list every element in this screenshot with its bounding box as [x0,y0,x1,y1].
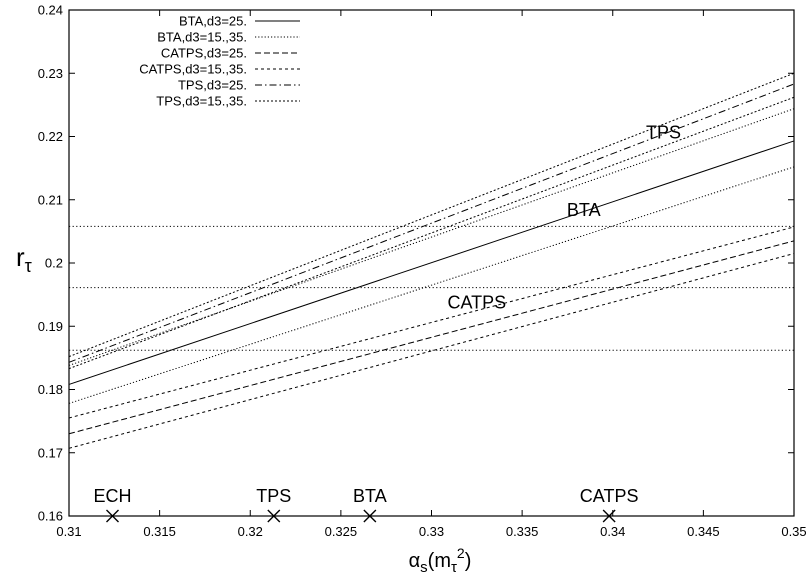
cross-marker-0 [106,509,119,523]
y-tick-label: 0.16 [38,509,63,524]
x-tick-label: 0.33 [419,524,444,539]
series-line-3-0 [68,253,795,449]
marker-label-tps: TPS [256,486,291,506]
y-tick-label: 0.24 [38,3,63,18]
y-tick-label: 0.18 [38,382,63,397]
y-tick-label: 0.21 [38,192,63,207]
y-tick-label: 0.19 [38,319,63,334]
marker-label-bta: BTA [353,486,387,506]
annotation-bta: BTA [567,200,601,220]
x-markers: ECH TPS BTA CATPS [93,486,639,523]
annotations: TPS BTA CATPS [447,122,681,312]
legend-label-1: BTA,d3=15.,35. [157,30,247,45]
legend-label-5: TPS,d3=15.,35. [156,94,247,109]
x-axis-title: αs(mτ2) [409,545,472,576]
y-tick-label: 0.23 [38,66,63,81]
series-line-4-0 [68,83,795,363]
legend-label-0: BTA,d3=25. [179,14,247,29]
annotation-catps: CATPS [447,293,506,313]
legend-label-4: TPS,d3=25. [178,78,247,93]
x-tick-label: 0.325 [325,524,358,539]
y-axis-title: rτ [16,242,32,276]
x-tick-label: 0.32 [238,524,263,539]
series-line-3-1 [68,226,795,419]
cross-marker-2 [363,509,377,523]
plot-frame [68,9,795,517]
marker-label-ech: ECH [93,486,131,506]
legend-label-3: CATPS,d3=15.,35. [139,62,247,77]
series-line-1-0 [68,166,795,404]
x-tick-label: 0.34 [600,524,625,539]
y-tick-label: 0.17 [38,445,63,460]
cross-marker-1 [267,509,281,523]
series-line-2-0 [68,240,795,435]
marker-label-catps: CATPS [580,486,639,506]
series-line-5-1 [68,72,795,358]
legend: BTA,d3=25.BTA,d3=15.,35.CATPS,d3=25.CATP… [139,14,300,109]
x-tick-label: 0.31 [56,524,81,539]
x-tick-label: 0.315 [143,524,176,539]
annotation-tps: TPS [646,122,681,142]
axis-titles: αs(mτ2) rτ [16,242,471,576]
series-line-0-0 [68,140,795,385]
series-line-1-1 [68,108,795,366]
axis-ticks: 0.31 0.315 0.32 0.325 0.33 0.335 0.34 0.345 0.35… [38,3,806,540]
legend-label-2: CATPS,d3=25. [161,46,247,61]
y-tick-label: 0.2 [45,256,63,271]
x-tick-label: 0.35 [781,524,806,539]
series-lines [68,72,795,449]
cross-marker-3 [602,509,616,523]
x-tick-label: 0.335 [506,524,539,539]
x-tick-label: 0.345 [687,524,720,539]
y-tick-label: 0.22 [38,129,63,144]
series-line-5-0 [68,96,795,370]
